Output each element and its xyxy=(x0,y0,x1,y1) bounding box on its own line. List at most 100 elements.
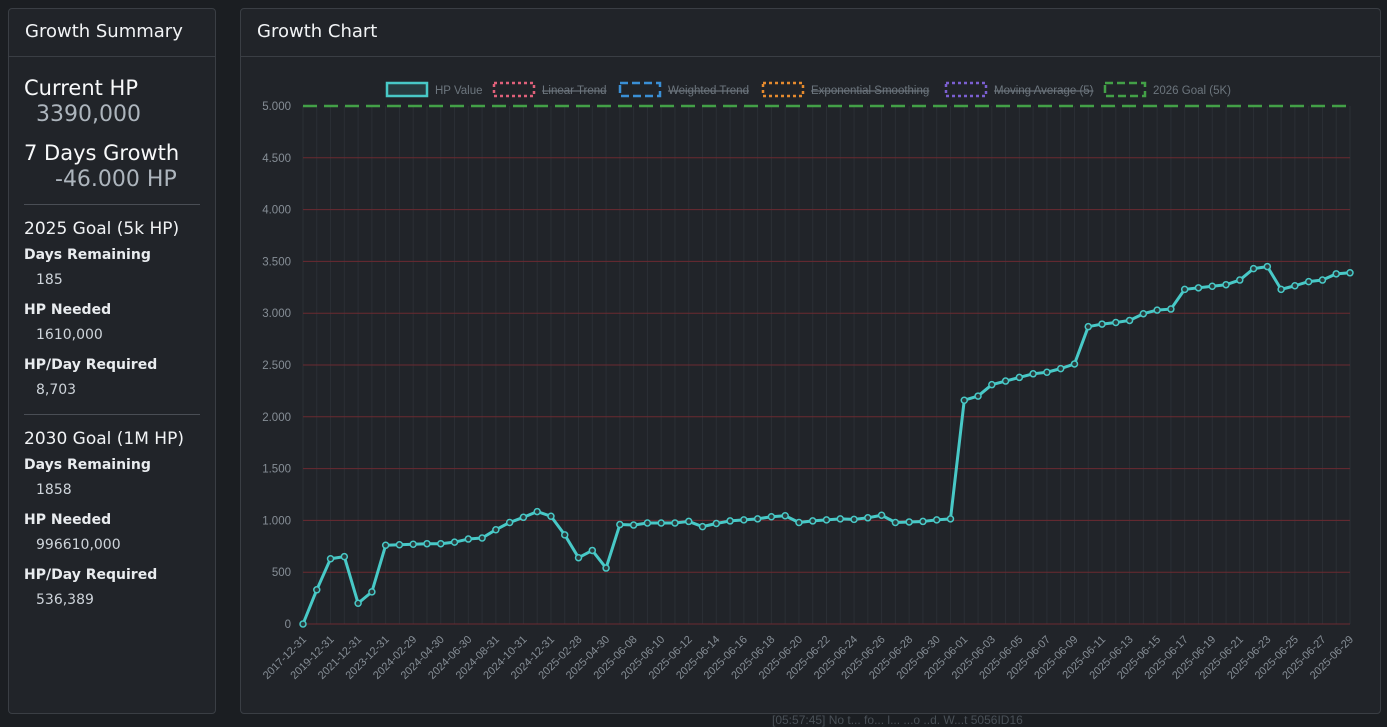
growth7-value: -46.000 HP xyxy=(55,167,177,192)
hp-point xyxy=(602,564,610,572)
hp-point xyxy=(326,554,335,563)
legend-label: Moving Average (5) xyxy=(994,85,1094,97)
summary-title: Growth Summary xyxy=(9,9,215,57)
goal-2030-needed-label: HP Needed xyxy=(24,512,112,528)
hp-point xyxy=(946,515,955,523)
hp-point xyxy=(808,517,817,525)
legend-item[interactable]: Weighted Trend xyxy=(618,81,749,98)
y-tick-label: 0 xyxy=(285,619,291,631)
legend-swatch xyxy=(492,81,536,98)
hp-point xyxy=(1194,284,1203,292)
hp-point xyxy=(1112,318,1120,327)
hp-point xyxy=(354,599,362,608)
hp-point xyxy=(1180,285,1189,294)
hp-point xyxy=(437,539,445,548)
hp-point xyxy=(1332,270,1340,278)
hp-point xyxy=(1249,264,1258,273)
legend[interactable]: HP Value Linear Trend Weighted Trend Expone… xyxy=(385,81,1231,98)
hp-point xyxy=(547,512,555,521)
hp-point xyxy=(1029,370,1037,378)
legend-item[interactable]: Exponential Smoothing xyxy=(761,81,929,98)
goal-2025-title: 2025 Goal (5k HP) xyxy=(24,219,180,239)
hp-point xyxy=(616,520,624,529)
legend-item[interactable]: Moving Average (5) xyxy=(944,81,1094,98)
hp-point xyxy=(1056,364,1065,373)
hp-point xyxy=(850,515,858,524)
goal-2025-needed-label: HP Needed xyxy=(24,302,112,318)
legend-swatch xyxy=(944,81,988,98)
legend-label: Exponential Smoothing xyxy=(811,85,929,97)
current-hp-value: 3390,000 xyxy=(36,102,141,127)
goal-2030-days-value: 1858 xyxy=(36,482,72,498)
current-hp-label: Current HP xyxy=(24,76,139,100)
hp-point xyxy=(574,553,583,562)
legend-item[interactable]: 2026 Goal (5K) xyxy=(1103,81,1231,98)
goal-2025-needed-value: 1610,000 xyxy=(36,327,103,343)
divider xyxy=(24,414,200,415)
goal-2030-perday-label: HP/Day Required xyxy=(24,567,158,583)
hp-point xyxy=(836,515,845,523)
hp-point xyxy=(643,519,652,527)
legend-label: Linear Trend xyxy=(542,85,607,97)
hp-point xyxy=(505,518,514,527)
y-tick-label: 5.000 xyxy=(262,101,291,113)
hp-point xyxy=(1222,280,1230,289)
legend-item[interactable]: HP Value xyxy=(385,81,483,98)
hp-point xyxy=(299,620,307,628)
goal-2025-perday-value: 8,703 xyxy=(36,382,77,398)
hp-point xyxy=(381,541,390,550)
hp-point xyxy=(1277,285,1285,294)
hp-point xyxy=(905,518,913,526)
hp-point xyxy=(395,540,404,549)
goal-2030-needed-value: 996610,000 xyxy=(36,537,121,553)
grid-layer xyxy=(302,106,1351,625)
hp-point xyxy=(450,538,459,546)
hp-point xyxy=(1001,377,1010,385)
hp-point xyxy=(712,519,721,528)
legend-label: 2026 Goal (5K) xyxy=(1153,85,1231,97)
hp-point xyxy=(1318,276,1327,284)
y-tick-label: 4.500 xyxy=(262,153,291,165)
hp-point xyxy=(464,535,473,543)
hp-point xyxy=(1098,320,1106,328)
hp-point xyxy=(1291,281,1299,290)
hp-point xyxy=(740,516,748,524)
goal-2030-title: 2030 Goal (1M HP) xyxy=(24,429,184,449)
hp-point xyxy=(1167,305,1175,313)
hp-point xyxy=(1153,306,1161,314)
y-tick-label: 3.000 xyxy=(262,308,291,320)
hp-point xyxy=(1346,269,1354,277)
hp-point xyxy=(1015,373,1024,382)
hp-point xyxy=(726,517,734,525)
hp-point xyxy=(960,396,969,404)
legend-swatch xyxy=(385,81,429,98)
y-tick-label: 2.500 xyxy=(262,360,291,372)
hp-point xyxy=(368,588,376,596)
y-tick-label: 3.500 xyxy=(262,256,291,268)
hp-point xyxy=(671,519,679,527)
legend-label: Weighted Trend xyxy=(668,85,749,97)
y-tick-label: 1.500 xyxy=(262,464,291,476)
hp-point xyxy=(519,513,528,522)
series-layer xyxy=(299,262,1354,628)
legend-label: HP Value xyxy=(435,85,483,97)
y-tick-label: 2.000 xyxy=(262,412,291,424)
hp-point xyxy=(822,516,831,524)
hp-point xyxy=(864,514,872,522)
growth7-label: 7 Days Growth xyxy=(24,141,180,165)
hp-point xyxy=(1263,262,1272,271)
y-tick-label: 500 xyxy=(272,567,291,579)
hp-point xyxy=(767,513,776,521)
growth-summary-card: Growth Summary Current HP 3390,000 7 Day… xyxy=(8,8,216,714)
footer-log: [05:57:45] No t... fo... l... ...o ..d. … xyxy=(772,713,1023,727)
hp-point xyxy=(1236,276,1244,284)
hp-point xyxy=(1084,322,1092,331)
hp-point xyxy=(588,546,597,555)
chart-title: Growth Chart xyxy=(241,9,1380,57)
hp-point xyxy=(478,534,486,542)
hp-point xyxy=(781,511,789,520)
goal-2030-perday-value: 536,389 xyxy=(36,592,94,608)
divider xyxy=(24,204,200,205)
hp-point xyxy=(409,540,417,548)
legend-item[interactable]: Linear Trend xyxy=(492,81,607,98)
